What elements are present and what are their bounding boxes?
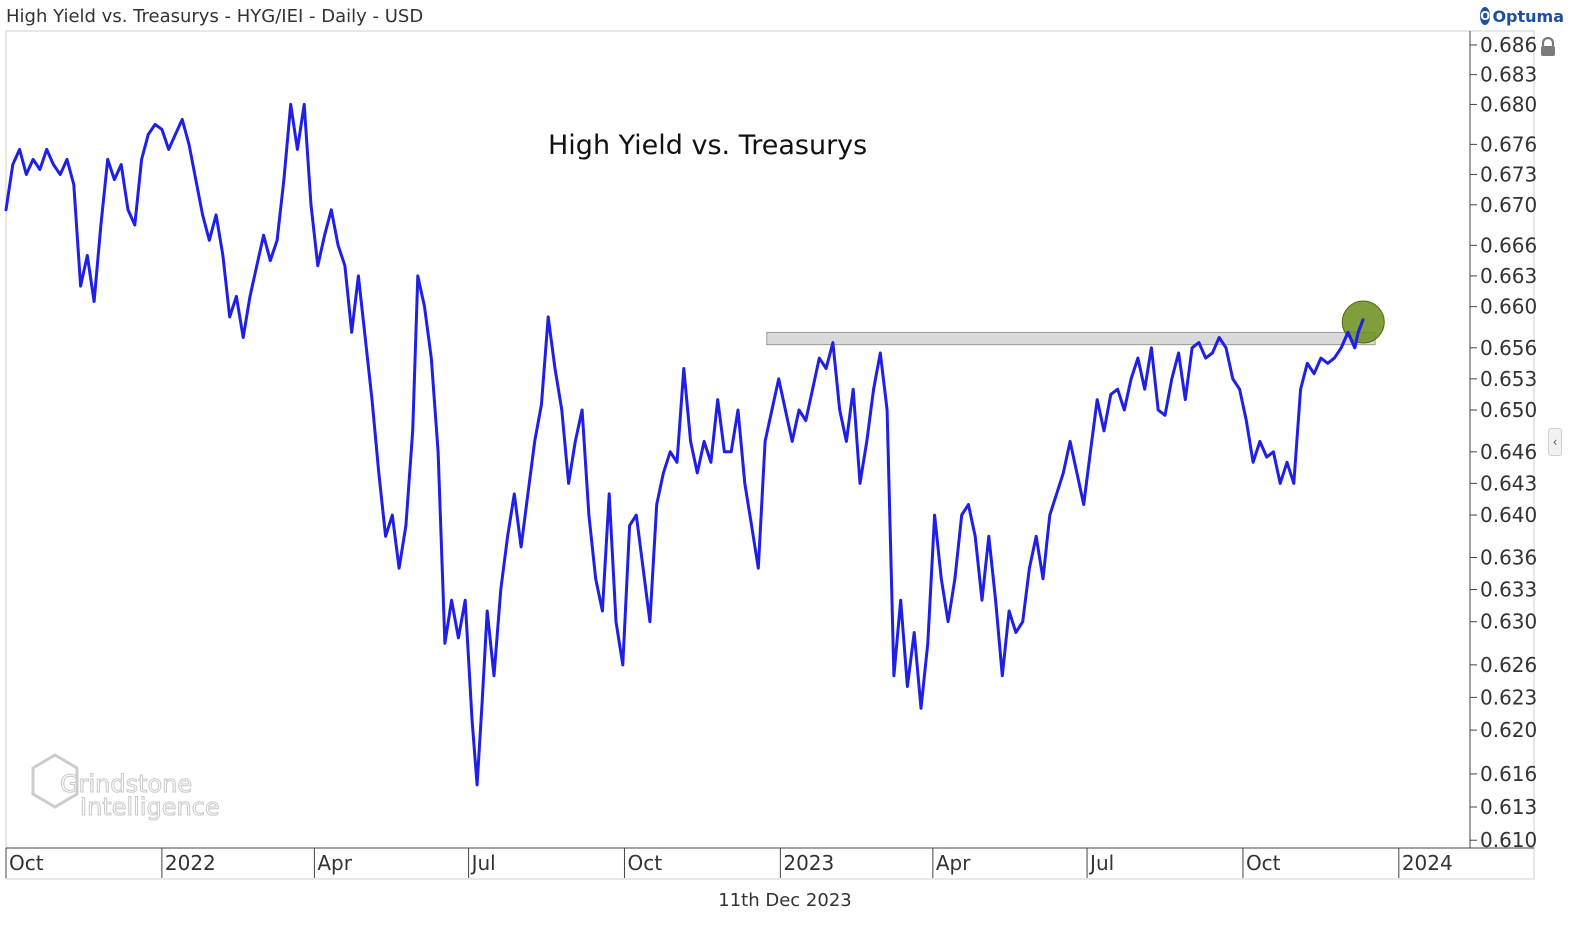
lock-icon (1541, 37, 1555, 56)
x-tick-label: Oct (627, 851, 662, 875)
resistance-band (766, 331, 1376, 346)
marker-layer (1339, 300, 1385, 350)
x-tick-label: Jul (470, 851, 496, 875)
y-tick-label: 0.666 (1480, 233, 1537, 257)
y-tick-label: 0.673 (1480, 163, 1537, 187)
y-axis: 0.686 0.683 0.680 0.676 0.673 0.670 0.666 0.663… (1470, 33, 1537, 852)
watermark-line2: Intelligence (80, 793, 220, 821)
x-tick-label: 2024 (1402, 851, 1453, 875)
y-tick-label: 0.656 (1480, 336, 1537, 360)
y-tick-label: 0.610 (1480, 828, 1537, 852)
x-axis: Oct 2022 Apr Jul Oct 2023 Apr Jul Oct 2024 (5, 848, 1453, 878)
brand-name: Optuma (1492, 6, 1564, 26)
plot-frame (5, 30, 1535, 880)
y-tick-label: 0.660 (1480, 295, 1537, 319)
watermark-line1: Grindstone (60, 770, 192, 798)
brand-logo: O Optuma (1480, 4, 1564, 28)
y-tick-label: 0.613 (1480, 795, 1537, 819)
y-tick-label: 0.640 (1480, 503, 1537, 527)
y-tick-label: 0.623 (1480, 685, 1537, 709)
series-line (4, 102, 1365, 787)
optuma-logo-icon: O (1480, 7, 1491, 25)
watermark-hex-icon (31, 753, 79, 809)
y-tick-label: 0.686 (1480, 33, 1537, 57)
x-tick-label: 2023 (783, 851, 834, 875)
series-line-tail (1339, 318, 1365, 350)
x-tick-label: 2022 (165, 851, 216, 875)
series-layer (4, 102, 1365, 787)
chart-annotation: High Yield vs. Treasurys (548, 130, 867, 161)
lock-button[interactable] (1537, 36, 1559, 58)
chevron-left-icon: ‹ (1552, 435, 1558, 449)
x-tick-label: Apr (317, 851, 352, 875)
resistance-layer (766, 331, 1376, 346)
y-tick-label: 0.670 (1480, 193, 1537, 217)
y-tick-label: 0.636 (1480, 546, 1537, 570)
side-panel-toggle[interactable]: ‹ (1548, 428, 1562, 456)
y-tick-label: 0.663 (1480, 264, 1537, 288)
chart-title: High Yield vs. Treasurys - HYG/IEI - Dai… (6, 6, 424, 27)
x-tick-label: Apr (936, 851, 971, 875)
y-tick-label: 0.646 (1480, 440, 1537, 464)
y-tick-label: 0.676 (1480, 132, 1537, 156)
y-tick-label: 0.680 (1480, 92, 1537, 116)
y-tick-label: 0.626 (1480, 653, 1537, 677)
x-tick-label: Jul (1088, 851, 1114, 875)
watermark: Grindstone Intelligence (31, 753, 220, 822)
y-tick-label: 0.683 (1480, 63, 1537, 87)
x-tick-label: Oct (1246, 851, 1281, 875)
y-tick-label: 0.620 (1480, 718, 1537, 742)
y-tick-label: 0.630 (1480, 610, 1537, 634)
y-tick-label: 0.653 (1480, 367, 1537, 391)
y-tick-label: 0.633 (1480, 578, 1537, 602)
y-tick-label: 0.616 (1480, 762, 1537, 786)
y-tick-label: 0.650 (1480, 398, 1537, 422)
footer-date: 11th Dec 2023 (718, 890, 852, 911)
x-tick-label: Oct (9, 851, 44, 875)
y-tick-label: 0.643 (1480, 471, 1537, 495)
